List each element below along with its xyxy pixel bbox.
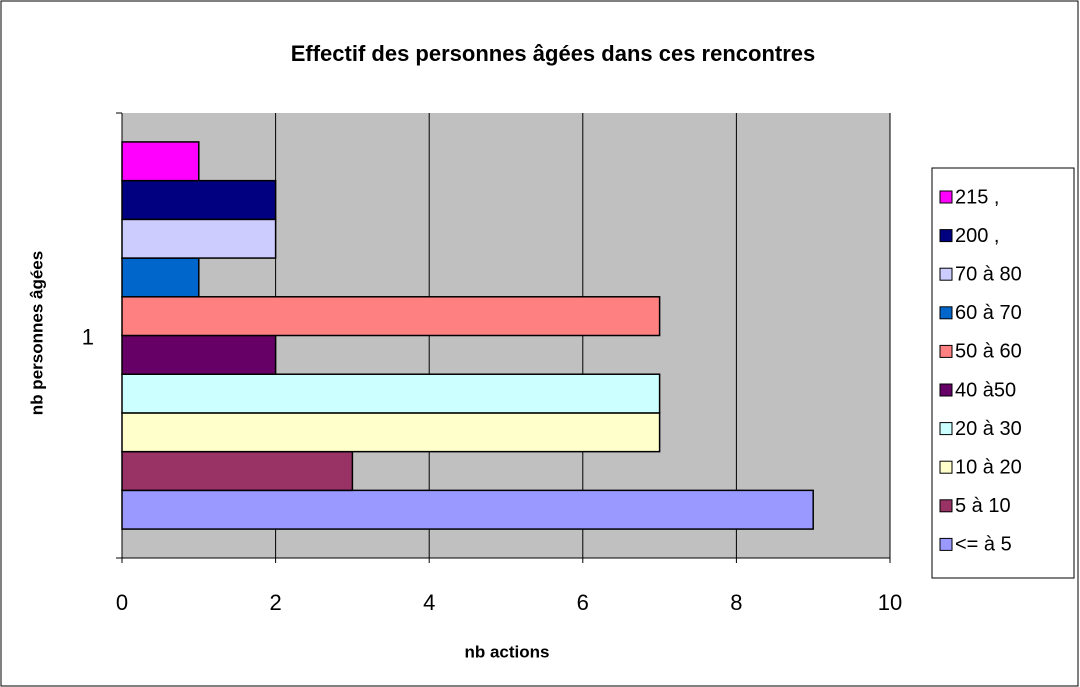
legend-swatch <box>939 499 953 513</box>
y-axis-label: nb personnes âgées <box>27 251 46 415</box>
x-tick-label: 6 <box>577 590 589 615</box>
legend-swatch <box>939 306 953 320</box>
x-tick-label: 4 <box>423 590 435 615</box>
y-tick-label: 1 <box>82 324 94 349</box>
x-tick-label: 0 <box>116 590 128 615</box>
legend-label: 20 à 30 <box>955 418 1022 440</box>
bar <box>121 334 277 375</box>
bar <box>121 141 200 182</box>
bar <box>121 373 661 414</box>
x-tick-label: 10 <box>878 590 902 615</box>
legend-label: 200 , <box>955 225 999 247</box>
legend-swatch <box>939 383 953 397</box>
x-tick-label: 8 <box>730 590 742 615</box>
bar <box>121 218 277 259</box>
bar <box>121 450 354 492</box>
legend-swatch <box>939 190 953 204</box>
legend <box>931 167 1075 579</box>
x-tick-label: 2 <box>269 590 281 615</box>
legend-label: 5 à 10 <box>955 495 1011 517</box>
bar <box>121 412 661 453</box>
legend-swatch <box>939 460 953 474</box>
legend-label: 70 à 80 <box>955 263 1022 285</box>
legend-label: 10 à 20 <box>955 456 1022 478</box>
legend-label: 40 à50 <box>955 379 1016 401</box>
legend-swatch <box>939 229 953 243</box>
legend-swatch <box>939 267 953 281</box>
legend-label: 215 , <box>955 186 999 208</box>
legend-swatch <box>939 422 953 436</box>
legend-label: <= à 5 <box>955 534 1012 556</box>
bar <box>121 296 661 337</box>
legend-label: 50 à 60 <box>955 341 1022 363</box>
chart-title: Effectif des personnes âgées dans ces re… <box>291 41 816 66</box>
legend-swatch <box>939 537 953 551</box>
legend-swatch <box>939 344 953 358</box>
bar <box>121 489 814 530</box>
legend-label: 60 à 70 <box>955 302 1022 324</box>
bar <box>121 257 200 298</box>
x-axis-label: nb actions <box>464 642 549 661</box>
bar <box>121 179 277 221</box>
